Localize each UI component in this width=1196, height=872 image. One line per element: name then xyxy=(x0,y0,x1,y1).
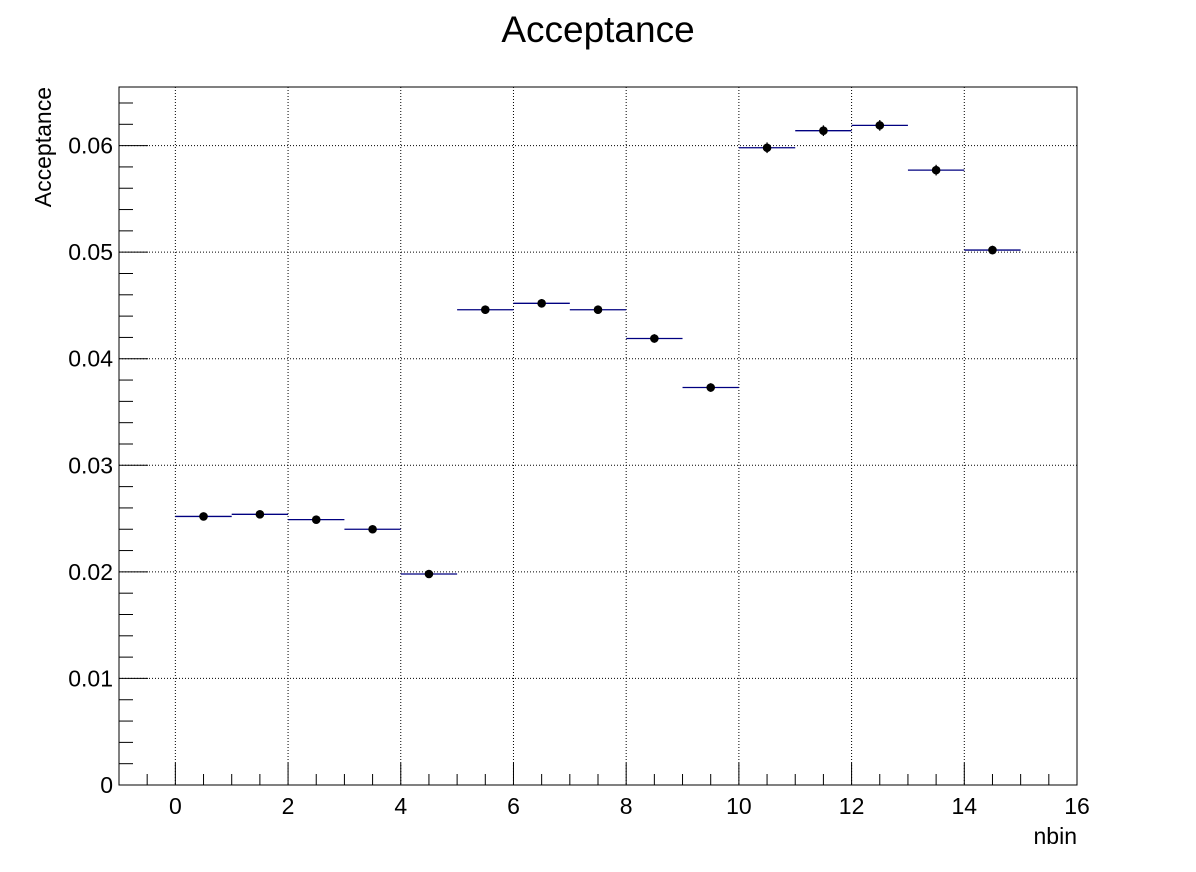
data-point xyxy=(706,383,716,392)
plot-frame xyxy=(118,86,1078,786)
data-point xyxy=(931,165,941,175)
data-point xyxy=(368,524,377,534)
data-point xyxy=(424,569,434,579)
data-points xyxy=(175,120,1021,579)
data-point xyxy=(762,143,772,153)
data-point xyxy=(819,126,828,135)
axis-ticks xyxy=(118,102,1078,786)
x-tick-label: 2 xyxy=(282,793,295,819)
y-tick-label: 0.02 xyxy=(68,559,113,585)
data-point xyxy=(311,515,321,524)
data-point xyxy=(480,305,490,315)
x-tick-label: 0 xyxy=(169,793,182,819)
y-tick-label: 0.04 xyxy=(68,346,113,372)
data-point xyxy=(593,305,603,315)
x-tick-label: 4 xyxy=(394,793,407,819)
data-point xyxy=(537,299,546,308)
y-tick-label: 0.01 xyxy=(68,665,113,691)
x-axis-title: nbin xyxy=(1034,823,1077,849)
x-tick-label: 10 xyxy=(726,793,752,819)
y-tick-label: 0.03 xyxy=(68,452,113,478)
data-point xyxy=(650,334,659,343)
data-point xyxy=(988,245,997,255)
chart-title: Acceptance xyxy=(501,9,694,50)
data-point xyxy=(875,121,885,130)
data-point xyxy=(199,512,208,521)
x-tick-label: 16 xyxy=(1064,793,1090,819)
y-axis-title: Acceptance xyxy=(30,87,56,207)
data-point xyxy=(255,510,265,519)
y-tick-label: 0.06 xyxy=(68,133,113,159)
x-tick-label: 12 xyxy=(839,793,865,819)
y-tick-label: 0 xyxy=(100,772,113,798)
x-tick-label: 6 xyxy=(507,793,520,819)
y-tick-label: 0.05 xyxy=(68,239,113,265)
grid-lines xyxy=(119,87,1077,785)
x-tick-label: 8 xyxy=(620,793,633,819)
x-tick-label: 14 xyxy=(951,793,977,819)
tick-labels: 0 2 4 6 8 10 12 14 16 0 0.01 0.02 0.03 0.04 0.05 0.06 xyxy=(68,133,1090,819)
